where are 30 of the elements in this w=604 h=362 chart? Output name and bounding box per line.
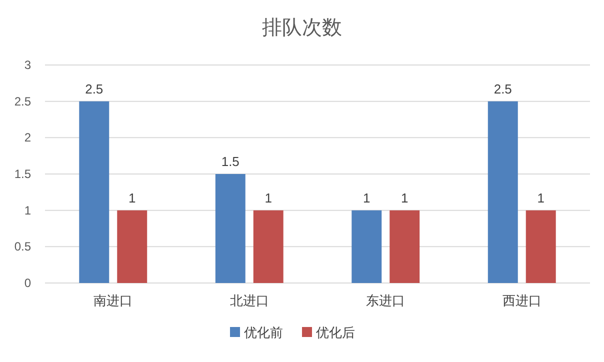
data-label: 2.5 (85, 81, 104, 96)
bar (526, 210, 556, 283)
data-label: 2.5 (494, 81, 512, 96)
data-label: 1 (128, 190, 136, 206)
bar (352, 210, 382, 283)
y-tick-label: 1 (24, 203, 32, 218)
data-label: 1 (264, 190, 272, 206)
bar (117, 210, 148, 283)
y-tick-label: 2 (24, 130, 32, 145)
data-label: 1.5 (221, 154, 240, 169)
data-label: 1 (400, 190, 408, 206)
bar (79, 101, 110, 283)
legend-label: 优化前 (244, 325, 283, 340)
bar (253, 210, 284, 283)
bar (215, 174, 246, 283)
x-tick-label: 东进口 (366, 293, 406, 308)
bar (488, 101, 518, 283)
y-tick-label: 3 (24, 58, 32, 72)
y-tick-label: 1.5 (14, 167, 32, 181)
y-tick-label: 0.5 (14, 240, 32, 254)
x-tick-label: 西进口 (502, 293, 542, 308)
data-label: 1 (537, 190, 544, 206)
x-tick-label: 南进口 (94, 293, 133, 308)
chart-title: 排队次数 (262, 17, 342, 39)
y-tick-label: 2.5 (14, 94, 32, 108)
bar (390, 210, 420, 283)
data-label: 1 (363, 190, 370, 206)
y-tick-label: 0 (24, 276, 32, 290)
x-tick-label: 北进口 (230, 293, 269, 308)
legend-label: 优化后 (316, 325, 355, 340)
